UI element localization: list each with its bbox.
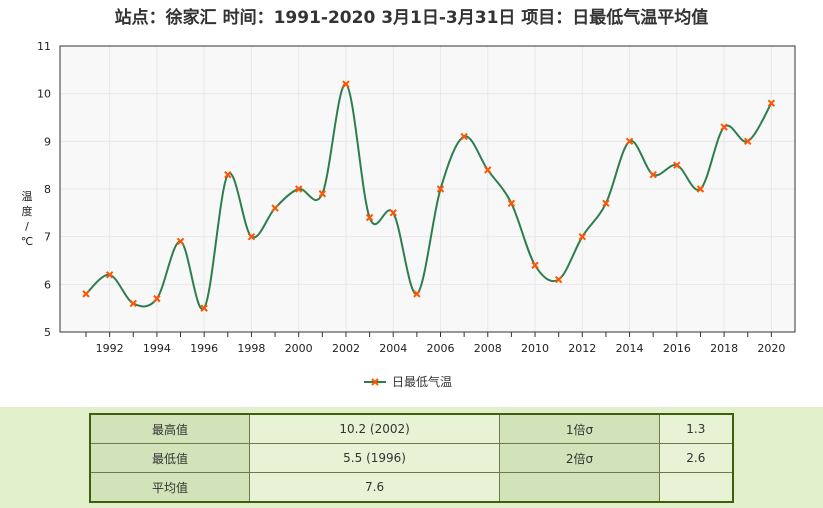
max-value: 10.2 (2002): [248, 413, 501, 444]
y-tick-label: 9: [44, 135, 51, 148]
data-point[interactable]: [720, 123, 728, 131]
y-axis-label-char: 温: [22, 190, 33, 203]
data-point[interactable]: [365, 213, 374, 222]
data-point[interactable]: [389, 209, 397, 217]
chart-title: 站点：徐家汇 时间：1991-2020 3月1日-3月31日 项目：日最低气温平…: [114, 8, 709, 28]
legend[interactable]: 日最低气温: [364, 374, 452, 389]
x-tick-label: 2012: [568, 342, 596, 355]
y-tick-label: 6: [44, 278, 51, 291]
line-chart: 5 6 7 8 9 10 11 1992 1994 1996 1998 2000 2002 2004 200…: [21, 40, 796, 389]
x-tick-label: 2010: [521, 342, 549, 355]
data-point[interactable]: [82, 290, 90, 298]
x-tick-label: 2002: [332, 342, 360, 355]
data-point[interactable]: [531, 261, 539, 269]
x-tick-label: 2006: [426, 342, 454, 355]
data-point[interactable]: [767, 99, 776, 107]
data-point[interactable]: [484, 166, 492, 174]
x-tick-label: 1998: [237, 342, 265, 355]
data-point[interactable]: [602, 199, 610, 208]
sigma1-label: 1倍σ: [499, 413, 660, 444]
x-tick-label: 1996: [190, 342, 218, 355]
data-point[interactable]: [436, 185, 445, 193]
y-tick-label: 7: [44, 231, 51, 244]
data-point[interactable]: [247, 232, 256, 241]
data-point[interactable]: [673, 161, 681, 169]
mean-label: 平均值: [89, 472, 250, 503]
data-point[interactable]: [294, 185, 303, 193]
y-tick-label: 11: [37, 40, 51, 53]
legend-label[interactable]: 日最低气温: [392, 374, 452, 389]
data-point[interactable]: [224, 170, 232, 179]
x-tick-label: 1992: [96, 342, 124, 355]
data-point[interactable]: [342, 80, 350, 88]
x-tick-label: 2008: [474, 342, 502, 355]
x-tick-label: 2016: [663, 342, 691, 355]
sigma1-value: 1.3: [658, 413, 734, 444]
y-tick-label: 8: [44, 183, 51, 196]
x-tick-label: 2014: [616, 342, 644, 355]
y-axis-label-char: ℃: [21, 235, 33, 248]
x-tick-label: 2004: [379, 342, 407, 355]
series-layer: [82, 80, 776, 312]
data-point[interactable]: [200, 304, 208, 312]
y-axis-label-char: 度: [22, 204, 33, 218]
table-row: 平均值 7.6: [89, 472, 734, 503]
data-point[interactable]: [105, 271, 114, 279]
data-point[interactable]: [271, 204, 279, 212]
empty-value-cell: [658, 472, 734, 503]
y-tick-label: 10: [37, 88, 51, 101]
data-point[interactable]: [625, 137, 634, 146]
table-row: 最高值 10.2 (2002) 1倍σ 1.3: [89, 413, 734, 444]
x-tick-label: 2020: [757, 342, 785, 355]
data-point[interactable]: [696, 185, 705, 193]
data-point[interactable]: [649, 170, 657, 179]
data-point[interactable]: [460, 132, 468, 141]
plot-border: [59, 45, 796, 333]
data-point[interactable]: [578, 232, 587, 241]
axes: 5 6 7 8 9 10 11 1992 1994 1996 1998 2000 2002 2004 200…: [37, 40, 796, 355]
data-point[interactable]: [507, 199, 516, 208]
data-point[interactable]: [129, 299, 137, 308]
data-point[interactable]: [413, 290, 421, 298]
data-point[interactable]: [554, 275, 563, 284]
y-tick-label: 5: [44, 326, 51, 339]
data-point[interactable]: [176, 237, 185, 246]
legend-swatch-marker[interactable]: [371, 378, 379, 386]
x-tick-label: 1994: [143, 342, 171, 355]
min-value: 5.5 (1996): [248, 443, 501, 473]
stats-table: 最高值 10.2 (2002) 1倍σ 1.3 最低值 5.5 (1996) 2…: [89, 413, 734, 503]
empty-label-cell: [499, 472, 660, 503]
y-axis-label: 温度 / ℃: [21, 190, 33, 248]
x-tick-label: 2018: [710, 342, 738, 355]
min-label: 最低值: [89, 443, 250, 473]
sigma2-value: 2.6: [658, 443, 734, 473]
x-tick-label: 2000: [285, 342, 313, 355]
max-label: 最高值: [89, 413, 250, 444]
sigma2-label: 2倍σ: [499, 443, 660, 473]
data-point[interactable]: [318, 190, 327, 198]
data-point[interactable]: [744, 137, 752, 146]
data-point[interactable]: [153, 294, 161, 303]
table-row: 最低值 5.5 (1996) 2倍σ 2.6: [89, 443, 734, 473]
mean-value: 7.6: [248, 472, 501, 503]
y-axis-label-char: /: [25, 220, 29, 233]
